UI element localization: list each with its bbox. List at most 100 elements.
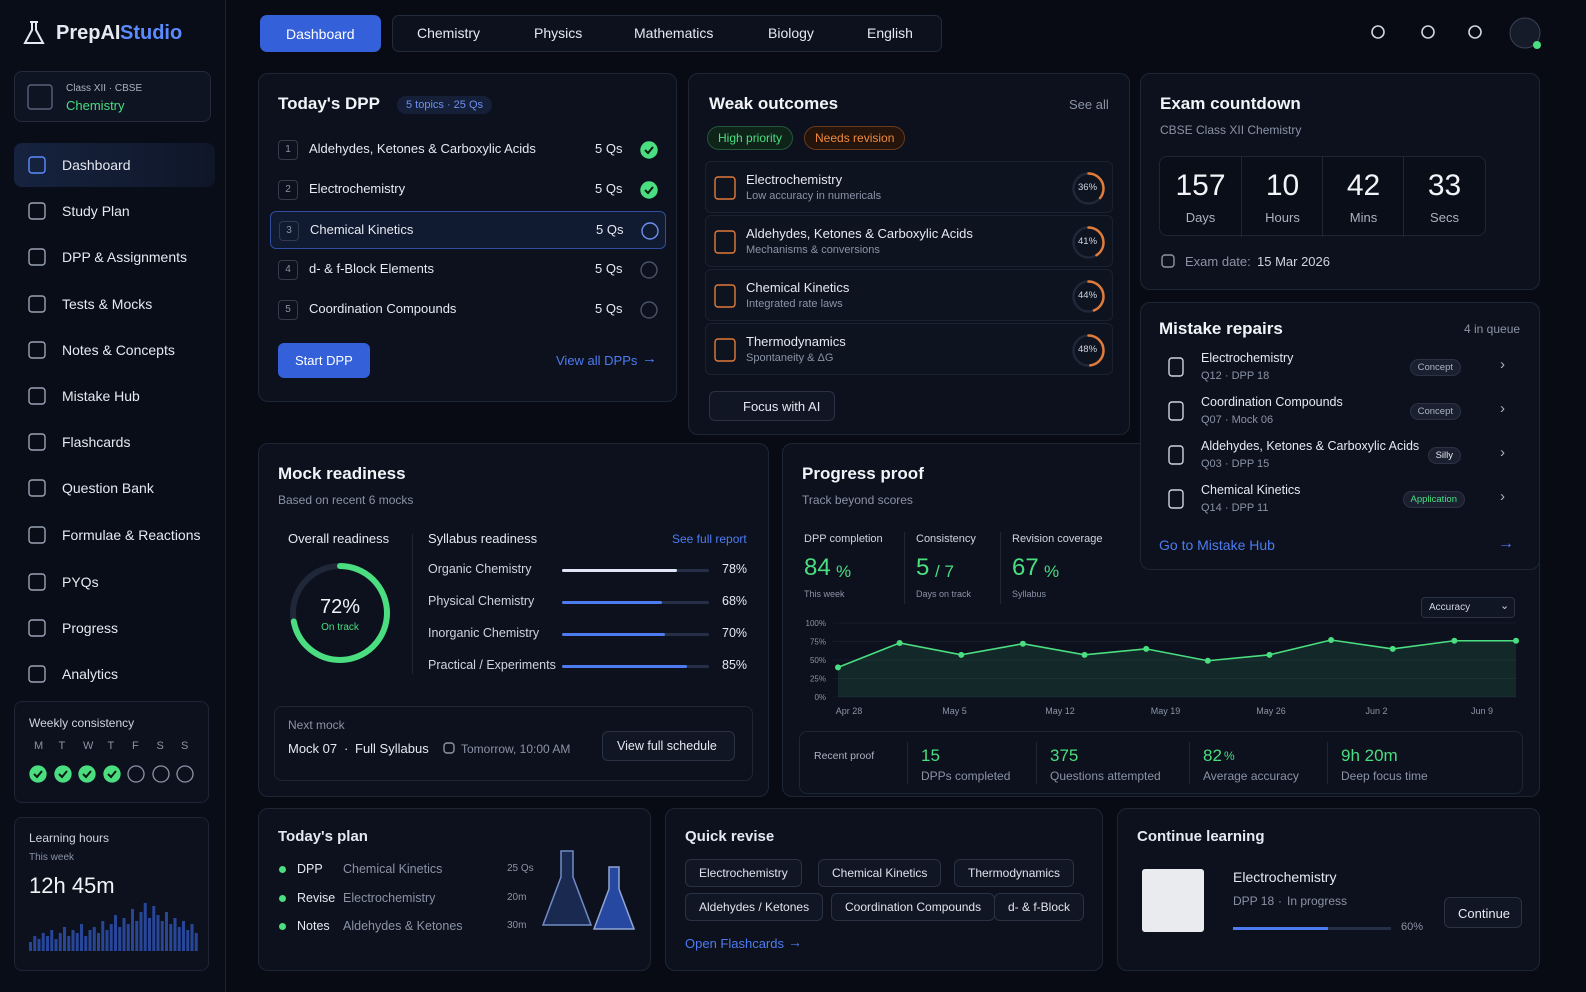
nav-item[interactable]: Question Bank [14,466,215,510]
weak-row[interactable]: Aldehydes, Ketones & Carboxylic Acids Mec… [705,215,1113,267]
nav-item[interactable]: Study Plan [14,189,215,233]
view-all-dpps[interactable]: View all DPPs [556,353,638,368]
learning-bar [84,936,88,951]
continue-button[interactable]: Continue [1444,897,1522,928]
dpp-row[interactable]: 2 Electrochemistry 5 Qs [270,171,666,209]
recent-proof: Recent proof 15 DPPs completed 375 Questions… [799,731,1523,794]
revise-chip[interactable]: Electrochemistry [685,859,802,887]
dpp-row[interactable]: 5 Coordination Compounds 5 Qs [270,291,666,329]
recent-label: Average accuracy [1203,769,1299,783]
doc-icon [1168,357,1184,377]
nav-item[interactable]: Flashcards [14,420,215,464]
revise-chip[interactable]: Thermodynamics [954,859,1075,887]
icon-shape [27,84,53,110]
dpp-topic: Electrochemistry [309,181,406,196]
avatar-ring [1509,17,1541,49]
nav-icon [28,387,46,405]
class-selector[interactable]: Class XII · CBSE Chemistry [14,71,211,122]
divider [1036,742,1037,784]
icon-shape [1421,25,1435,39]
revise-chip[interactable]: d- & f-Block [994,893,1085,921]
nav-item[interactable]: Analytics [14,652,215,696]
tab[interactable]: Biology [768,25,814,41]
nav-item[interactable]: Mistake Hub [14,374,215,418]
revise-chip[interactable]: Coordination Compounds [831,893,996,921]
nav-item[interactable]: Notes & Concepts [14,328,215,372]
card-title: Progress proof [802,464,924,483]
arrow: → [788,934,802,950]
nav-label: Analytics [62,666,119,683]
weak-topic: Aldehydes, Ketones & Carboxylic Acids [746,226,973,241]
see-all[interactable]: See all [1069,97,1109,112]
flask [592,866,636,930]
start-dpp-button[interactable]: Start DPP [278,343,370,378]
doc-icon [714,176,736,200]
tab[interactable]: Mathematics [634,25,714,41]
divider [1189,742,1190,784]
nav-item[interactable]: Tests & Mocks [14,282,215,326]
mistake-topic: Electrochemistry [1201,351,1294,365]
bar-value [562,601,662,604]
nav-item[interactable]: PYQs [14,560,215,604]
weak-row[interactable]: Thermodynamics Spontaneity & ΔG 48% [705,323,1113,375]
learning-bar [118,927,122,951]
weekday: S [181,740,189,752]
mistake-hub-link[interactable]: Go to Mistake Hub [1159,537,1275,553]
weak-row[interactable]: Electrochemistry Low accuracy in numerica… [705,161,1113,213]
revise-chip[interactable]: Chemical Kinetics [818,859,942,887]
point [1513,637,1519,644]
schedule-button[interactable]: View full schedule [602,731,735,761]
mistake-ref: Q12 · DPP 18 [1201,370,1270,382]
stat-title: DPP completion [804,533,883,545]
bar-value [562,569,677,572]
plan-amount: 30m [507,920,527,931]
nav-item[interactable]: Formulae & Reactions [14,513,215,557]
dpp-row[interactable]: 1 Aldehydes, Ketones & Carboxylic Acids 5 … [270,131,666,169]
tab[interactable]: English [867,25,913,41]
learning-bar [165,912,168,951]
mistake-row[interactable]: Aldehydes, Ketones & Carboxylic Acids Q03… [1159,435,1523,475]
nav-item[interactable]: DPP & Assignments [14,235,215,279]
countdown-unit: 157 Days [1160,157,1241,237]
metric-dropdown[interactable]: Accuracy ⌄ [1421,597,1515,618]
toolbar-icon[interactable] [1420,24,1438,42]
weekly-title: Weekly consistency [29,716,135,730]
learning-bar [75,933,79,951]
recent-label: Questions attempted [1050,769,1161,783]
report-link[interactable]: See full report [672,532,747,546]
stat-unit: % [1044,562,1060,581]
mistake-row[interactable]: Chemical Kinetics Q14 · DPP 11 Application… [1159,479,1523,519]
dpp-row[interactable]: 4 d- & f-Block Elements 5 Qs [270,251,666,289]
syllabus-title: Syllabus readiness [428,531,538,546]
focus-ai-button[interactable]: Focus with AI [709,391,835,421]
tab[interactable]: Physics [534,25,583,41]
bar-value [562,633,665,636]
flashcards-link[interactable]: Open Flashcards [685,936,784,951]
mistake-tag: Concept [1409,359,1461,376]
recent-value: 82 [1203,746,1222,765]
date: 15 Mar 2026 [1257,254,1330,269]
weak-row[interactable]: Chemical Kinetics Integrated rate laws 44% [705,269,1113,321]
nav-icon [28,665,46,683]
quick-revise: Quick revise Electrochemistry Chemical Kin… [665,808,1103,971]
toolbar-icon[interactable] [1370,24,1388,42]
day-status [102,765,121,783]
tab-active[interactable]: Dashboard [260,15,381,52]
learning-bar [182,921,185,951]
revise-chip[interactable]: Aldehydes / Ketones [685,893,824,921]
weak-pct: 36% [1078,182,1098,193]
toolbar-icon[interactable] [1467,24,1485,42]
card-title: Exam countdown [1160,94,1301,113]
readiness-label: 78% [722,562,748,576]
tab[interactable]: Chemistry [417,25,481,41]
nav-item[interactable]: Progress [14,606,215,650]
check [106,770,117,779]
nav-item[interactable]: Dashboard [14,143,215,187]
card-title: Mistake repairs [1159,319,1283,338]
mistake-row[interactable]: Coordination Compounds Q07 · Mock 06 Conce… [1159,391,1523,431]
next-scope: Full Syllabus [355,741,429,756]
weak-topic: Electrochemistry [746,172,843,187]
mistake-row[interactable]: Electrochemistry Q12 · DPP 18 Concept › [1159,347,1523,387]
dpp-qs: 5 Qs [596,222,624,237]
dpp-row[interactable]: 3 Chemical Kinetics 5 Qs [270,211,666,249]
